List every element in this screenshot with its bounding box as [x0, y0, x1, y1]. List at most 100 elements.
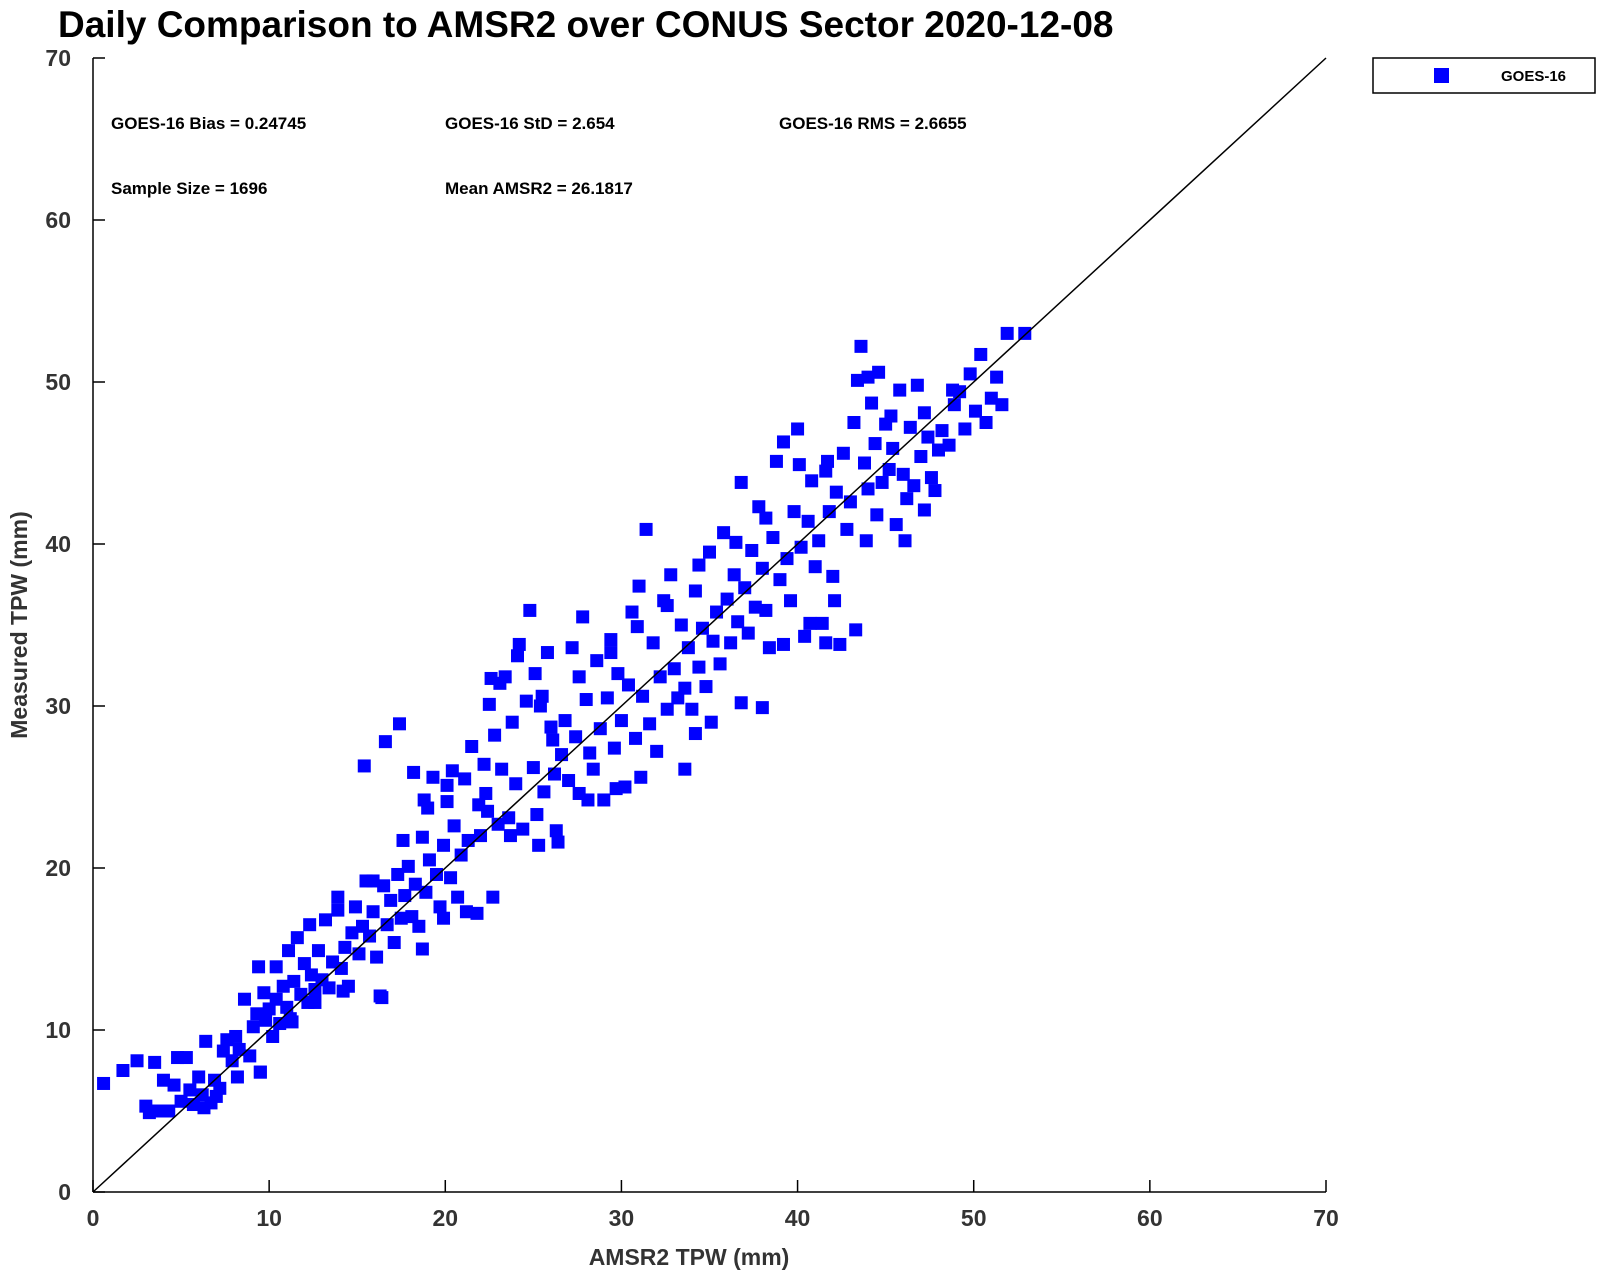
data-point — [366, 905, 380, 919]
data-point — [593, 722, 607, 736]
data-point — [597, 793, 611, 807]
data-point — [681, 641, 695, 655]
data-point — [688, 727, 702, 741]
data-point — [822, 505, 836, 519]
data-point — [828, 594, 842, 608]
data-point — [331, 890, 345, 904]
data-point — [990, 370, 1004, 384]
data-point — [833, 637, 847, 651]
data-point — [865, 396, 879, 410]
data-point — [156, 1073, 170, 1087]
data-point — [491, 817, 505, 831]
data-point — [826, 569, 840, 583]
data-point — [338, 940, 352, 954]
data-point — [252, 960, 266, 974]
data-point — [179, 1051, 193, 1065]
data-point — [417, 793, 431, 807]
data-point — [741, 626, 755, 640]
data-point — [900, 492, 914, 506]
data-point — [319, 913, 333, 927]
data-point — [530, 808, 544, 822]
data-point — [819, 636, 833, 650]
data-point — [516, 822, 530, 836]
data-point — [748, 600, 762, 614]
data-point — [259, 1013, 273, 1027]
data-point — [547, 767, 561, 781]
data-point — [246, 1020, 260, 1034]
data-point — [535, 689, 549, 703]
data-point — [391, 867, 405, 881]
data-point — [801, 514, 815, 528]
data-point — [609, 782, 623, 796]
data-point — [928, 484, 942, 498]
data-point — [780, 552, 794, 566]
data-point — [734, 696, 748, 710]
data-point — [199, 1034, 213, 1048]
data-point — [437, 911, 451, 925]
data-point — [482, 697, 496, 711]
data-point — [861, 482, 875, 496]
data-point — [229, 1029, 243, 1043]
data-point — [505, 715, 519, 729]
data-point — [447, 819, 461, 833]
data-point — [893, 383, 907, 397]
data-point — [243, 1049, 257, 1063]
data-point — [225, 1054, 239, 1068]
data-point — [979, 416, 993, 429]
data-point — [276, 979, 290, 993]
data-point — [958, 422, 972, 436]
data-point — [311, 944, 325, 958]
data-point — [921, 430, 935, 444]
data-point — [583, 746, 597, 760]
data-point — [815, 616, 829, 630]
x-tick-label: 0 — [87, 1205, 100, 1231]
data-point — [812, 534, 826, 548]
data-point — [280, 1000, 294, 1014]
data-point — [551, 835, 565, 849]
data-point — [458, 772, 472, 786]
plot-area — [92, 58, 1326, 1193]
data-point — [537, 785, 551, 799]
data-point — [836, 446, 850, 460]
data-point — [664, 568, 678, 582]
data-point — [784, 594, 798, 608]
data-point — [130, 1054, 144, 1068]
data-point — [710, 605, 724, 619]
data-point — [352, 947, 366, 961]
data-point — [847, 416, 861, 429]
data-point — [636, 689, 650, 703]
data-point — [331, 903, 345, 917]
data-point — [695, 621, 709, 635]
data-point — [634, 770, 648, 784]
data-point — [151, 1104, 165, 1118]
data-point — [509, 777, 523, 791]
y-tick-label: 60 — [45, 207, 71, 233]
data-point — [540, 646, 554, 660]
data-point — [875, 475, 889, 489]
data-point — [840, 522, 854, 536]
data-point — [366, 874, 380, 888]
data-point — [639, 522, 653, 536]
data-point — [808, 560, 822, 574]
data-point — [502, 811, 516, 825]
data-point — [429, 867, 443, 881]
data-point — [935, 424, 949, 438]
data-point — [660, 702, 674, 716]
data-point — [731, 615, 745, 629]
data-point — [549, 824, 563, 838]
data-point — [345, 926, 359, 940]
legend-box — [1372, 57, 1596, 94]
data-point — [380, 918, 394, 932]
data-point — [738, 581, 752, 595]
data-point — [445, 764, 459, 778]
data-point — [660, 599, 674, 613]
data-point — [465, 740, 479, 753]
data-point — [794, 540, 808, 554]
data-point — [1000, 326, 1014, 340]
x-tick-label: 40 — [785, 1205, 811, 1231]
data-point — [858, 456, 872, 470]
y-axis-ticks: 0 10 20 30 40 50 60 70 — [45, 45, 105, 1205]
x-tick-label: 30 — [609, 1205, 635, 1231]
data-point — [898, 534, 912, 548]
data-point — [375, 991, 389, 1005]
